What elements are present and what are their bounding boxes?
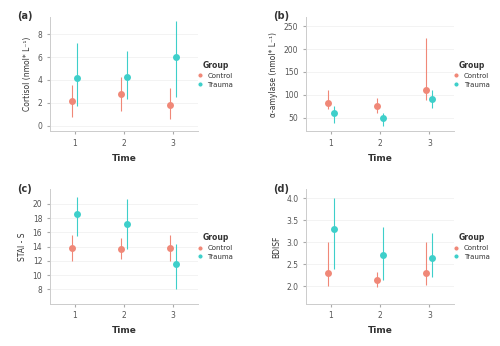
Y-axis label: STAI - S: STAI - S [18, 232, 27, 261]
Legend: Control, Trauma: Control, Trauma [454, 61, 490, 88]
X-axis label: Time: Time [112, 154, 136, 163]
Y-axis label: α-amylase (nmol* L⁻¹): α-amylase (nmol* L⁻¹) [270, 32, 278, 117]
Y-axis label: Cortisol (nmol* L⁻¹): Cortisol (nmol* L⁻¹) [23, 37, 32, 111]
Text: (c): (c) [18, 184, 32, 194]
Legend: Control, Trauma: Control, Trauma [454, 233, 490, 260]
Text: (b): (b) [274, 11, 289, 21]
Legend: Control, Trauma: Control, Trauma [198, 61, 233, 88]
X-axis label: Time: Time [368, 154, 392, 163]
Text: (d): (d) [274, 184, 289, 194]
X-axis label: Time: Time [368, 326, 392, 335]
X-axis label: Time: Time [112, 326, 136, 335]
Text: (a): (a) [18, 11, 33, 21]
Y-axis label: BDISF: BDISF [272, 235, 281, 258]
Legend: Control, Trauma: Control, Trauma [198, 233, 233, 260]
